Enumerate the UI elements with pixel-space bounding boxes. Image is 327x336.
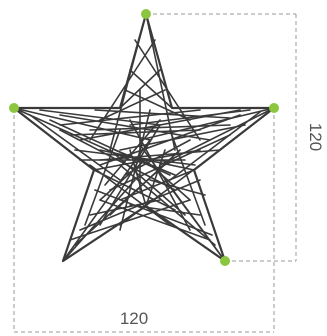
wire-strand	[129, 119, 191, 231]
wire-strand	[62, 179, 136, 262]
wire-strand	[84, 129, 121, 226]
wire-strand	[59, 129, 176, 191]
wire-strand	[89, 39, 156, 141]
star-outline	[12, 12, 276, 263]
wire-strand	[74, 159, 171, 246]
dimension-guides	[13, 13, 297, 333]
anchor-point-right	[269, 103, 279, 113]
wire-strand	[99, 199, 211, 241]
wire-strand	[89, 124, 231, 131]
wire-strand	[99, 159, 146, 201]
wire-strand	[144, 159, 191, 201]
wire-strand	[134, 39, 201, 141]
wire-strand	[129, 204, 201, 216]
anchor-points	[9, 9, 279, 266]
wire-strand	[164, 179, 226, 262]
wire-strand	[69, 129, 201, 136]
wire-strand	[29, 114, 121, 181]
wire-strand	[99, 89, 166, 121]
wire-strand	[13, 107, 151, 141]
wire-strand	[119, 164, 201, 226]
wire-star	[12, 12, 276, 263]
wire-strand	[99, 124, 161, 226]
wire-strand	[129, 69, 173, 109]
wire-strand	[169, 129, 206, 226]
wire-strand	[119, 69, 161, 109]
wire-strand	[94, 109, 231, 119]
wire-strand	[89, 164, 171, 226]
wire-strand	[104, 119, 161, 186]
wire-strand	[129, 109, 251, 126]
wire-strand	[109, 149, 186, 216]
wire-strand	[62, 139, 151, 262]
anchor-point-top	[141, 9, 151, 19]
wire-strand	[119, 109, 151, 231]
wire-strand	[139, 107, 275, 141]
wire-strand	[109, 134, 231, 191]
wire-strand	[114, 149, 176, 176]
width-label: 120	[120, 309, 148, 328]
wire-strand	[59, 109, 201, 126]
wire-strand	[74, 149, 196, 166]
height-label: 120	[306, 123, 325, 151]
anchor-point-bottom-right	[220, 256, 230, 266]
wire-strand	[145, 149, 166, 207]
wire-strand	[93, 169, 176, 211]
wire-strand	[49, 119, 171, 176]
star-mesh	[13, 13, 275, 262]
anchor-point-left	[9, 103, 19, 113]
